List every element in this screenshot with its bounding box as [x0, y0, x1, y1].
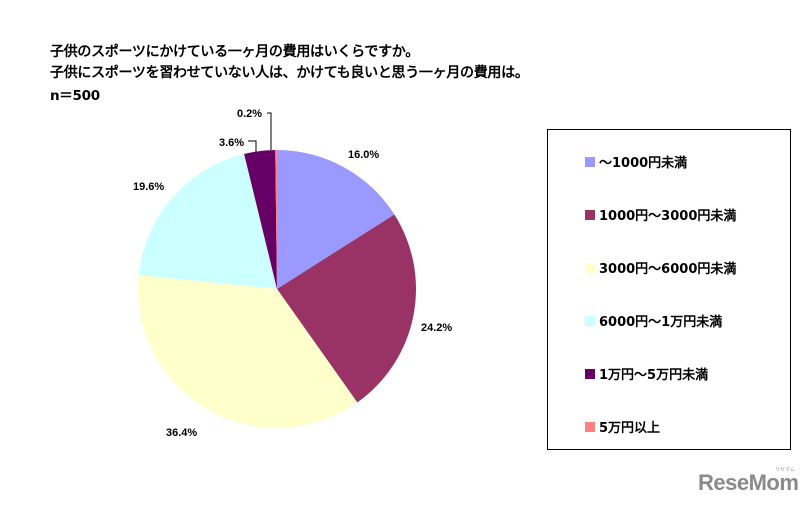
- legend-swatch: [585, 209, 595, 220]
- pie-slice: [244, 150, 277, 289]
- pie-slices: [138, 150, 416, 429]
- sample-size: n＝500: [50, 88, 100, 104]
- legend-swatch: [585, 368, 595, 379]
- legend-label: 1000円～3000円未満: [599, 209, 737, 224]
- legend-item: 1000円～3000円未満: [585, 205, 736, 224]
- leader-line-0-2: [267, 112, 272, 150]
- resemom-logo: ReseMom: [698, 470, 799, 495]
- pie-slice: [138, 153, 277, 289]
- chart-title-line-2: 子供にスポーツを習わせていない人は、かけても良いと思う一ヶ月の費用は。: [50, 65, 529, 81]
- legend-item: 5万円以上: [585, 417, 660, 436]
- legend-label: 3000円～6000円未満: [599, 262, 737, 277]
- legend-item: 1万円～5万円未満: [585, 364, 708, 383]
- label-16-0: 16.0%: [348, 149, 379, 161]
- legend-swatch: [585, 262, 595, 273]
- chart-title-line-1: 子供のスポーツにかけている一ヶ月の費用はいくらですか。: [50, 44, 419, 60]
- legend-item: 6000円～1万円未満: [585, 311, 722, 330]
- leader-line-3-6: [248, 140, 257, 152]
- resemom-logo-sub: リセマム: [775, 467, 796, 473]
- legend-label: ～1000円未満: [599, 156, 688, 171]
- pie-slice: [138, 275, 358, 429]
- legend-swatch: [585, 421, 595, 432]
- pie-slice: [277, 214, 416, 403]
- legend-swatch: [585, 156, 595, 167]
- pie-slice: [275, 150, 277, 289]
- label-36-4: 36.4%: [166, 427, 197, 439]
- legend-swatch: [585, 315, 595, 326]
- label-19-6: 19.6%: [133, 181, 164, 193]
- legend-item: 3000円～6000円未満: [585, 258, 736, 277]
- legend-label: 5万円以上: [599, 421, 661, 436]
- legend-label: 1万円～5万円未満: [599, 368, 709, 383]
- legend: ～1000円未満 1000円～3000円未満 3000円～6000円未満 600…: [547, 129, 791, 450]
- label-3-6: 3.6%: [219, 137, 244, 149]
- label-0-2: 0.2%: [237, 108, 262, 120]
- legend-label: 6000円～1万円未満: [599, 315, 723, 330]
- pie-slice: [277, 150, 395, 289]
- legend-item: ～1000円未満: [585, 152, 687, 171]
- label-24-2: 24.2%: [421, 322, 452, 334]
